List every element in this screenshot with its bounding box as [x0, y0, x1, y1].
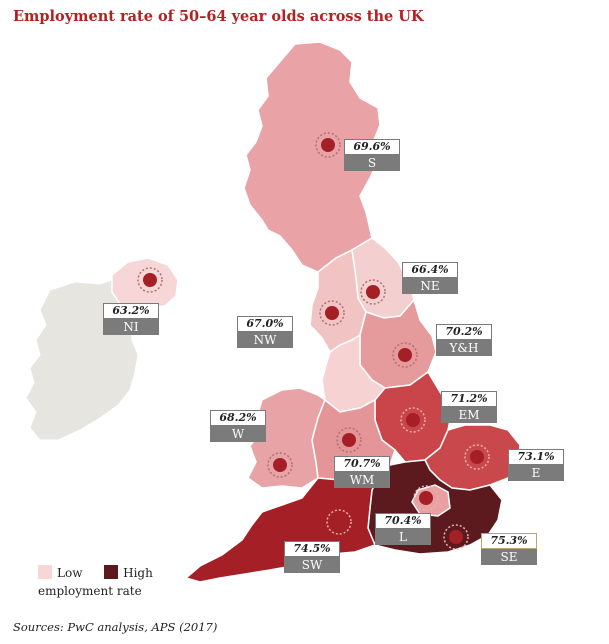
- region-SW[interactable]: [184, 476, 380, 583]
- label-WM: 70.7% WM: [334, 456, 390, 488]
- markers: [137, 132, 490, 550]
- value-NE: 66.4%: [402, 262, 458, 278]
- value-S: 69.6%: [344, 139, 400, 155]
- legend-row: Low High: [38, 565, 153, 580]
- source-note: Sources: PwC analysis, APS (2017): [13, 620, 218, 634]
- value-NW: 67.0%: [237, 316, 293, 332]
- code-S: S: [344, 155, 400, 171]
- legend-high-label: High: [123, 566, 153, 580]
- marker-YH[interactable]: [392, 342, 418, 368]
- code-SE: SE: [481, 549, 537, 565]
- label-W: 68.2% W: [210, 410, 266, 442]
- marker-WM[interactable]: [336, 427, 362, 453]
- label-SE: 75.3% SE: [481, 533, 537, 565]
- code-WM: WM: [334, 472, 390, 488]
- code-NI: NI: [103, 319, 159, 335]
- legend-caption: employment rate: [38, 584, 142, 598]
- marker-NI[interactable]: [137, 267, 163, 293]
- value-SW: 74.5%: [284, 541, 340, 557]
- label-NE: 66.4% NE: [402, 262, 458, 294]
- label-YH: 70.2% Y&H: [436, 324, 492, 356]
- code-W: W: [210, 426, 266, 442]
- marker-EM[interactable]: [400, 407, 426, 433]
- code-YH: Y&H: [436, 340, 492, 356]
- value-WM: 70.7%: [334, 456, 390, 472]
- code-SW: SW: [284, 557, 340, 573]
- marker-L[interactable]: [413, 485, 439, 511]
- map-title: Employment rate of 50–64 year olds acros…: [13, 8, 424, 25]
- legend: Low High employment rate: [38, 565, 153, 598]
- label-EM: 71.2% EM: [441, 391, 497, 423]
- legend-high-swatch: [104, 565, 119, 579]
- marker-W[interactable]: [267, 452, 293, 478]
- region-W[interactable]: [247, 387, 326, 489]
- value-L: 70.4%: [375, 513, 431, 529]
- legend-low-swatch: [38, 565, 52, 579]
- label-L: 70.4% L: [375, 513, 431, 545]
- code-NW: NW: [237, 332, 293, 348]
- value-W: 68.2%: [210, 410, 266, 426]
- marker-E[interactable]: [464, 444, 490, 470]
- label-S: 69.6% S: [344, 139, 400, 171]
- legend-low-label: Low: [57, 566, 83, 580]
- value-YH: 70.2%: [436, 324, 492, 340]
- value-EM: 71.2%: [441, 391, 497, 407]
- marker-SW[interactable]: [326, 509, 352, 535]
- value-NI: 63.2%: [103, 303, 159, 319]
- code-EM: EM: [441, 407, 497, 423]
- label-E: 73.1% E: [508, 449, 564, 481]
- code-E: E: [508, 465, 564, 481]
- label-NI: 63.2% NI: [103, 303, 159, 335]
- marker-SE[interactable]: [443, 524, 469, 550]
- marker-NW[interactable]: [319, 300, 345, 326]
- label-NW: 67.0% NW: [237, 316, 293, 348]
- value-SE: 75.3%: [481, 533, 537, 549]
- code-L: L: [375, 529, 431, 545]
- marker-NE[interactable]: [360, 279, 386, 305]
- label-SW: 74.5% SW: [284, 541, 340, 573]
- marker-S[interactable]: [315, 132, 341, 158]
- value-E: 73.1%: [508, 449, 564, 465]
- code-NE: NE: [402, 278, 458, 294]
